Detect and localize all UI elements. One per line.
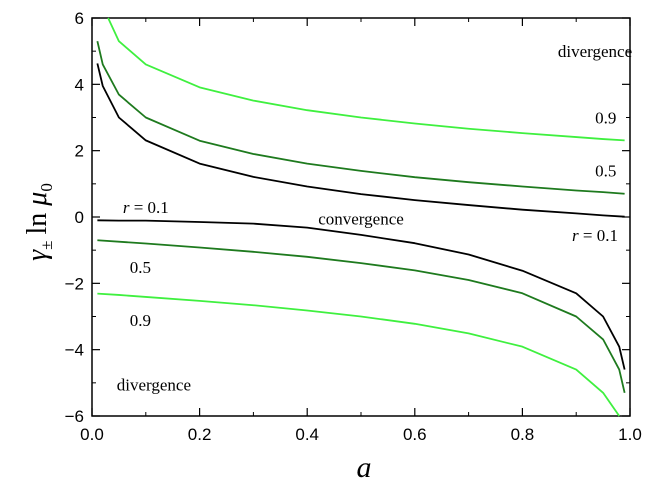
- y-tick-label: 6: [75, 9, 84, 28]
- svg-text:γ±lnμ0: γ± ln μ0: [22, 183, 56, 261]
- y-title-mu: μ: [22, 192, 53, 207]
- curves: [96, 17, 626, 417]
- divergence-top: divergence: [558, 42, 632, 61]
- y-tick-label: 4: [75, 75, 84, 94]
- y-title-subscript: ±: [37, 240, 56, 249]
- annotations: divergence divergence convergence 0.9 0.5 0.9…: [117, 42, 632, 394]
- label-09-lower: 0.9: [130, 311, 151, 330]
- curve-r05-upper: [96, 41, 625, 195]
- tick-labels: 0.0 0.2 0.4 0.6 0.8 1.0 −6 −4 −2 0 2 4 6: [65, 9, 642, 444]
- curve-r01-lower: [97, 219, 626, 370]
- x-tick-label: 1.0: [618, 425, 642, 444]
- label-05-lower: 0.5: [130, 258, 151, 277]
- convergence: convergence: [318, 210, 404, 229]
- y-axis-title: γ± ln μ0: [22, 183, 56, 261]
- r-label-right: r = 0.1: [572, 226, 618, 245]
- label-05-upper: 0.5: [595, 162, 616, 181]
- axis-ticks: [91, 17, 631, 417]
- y-tick-label: −2: [65, 274, 84, 293]
- curve-r09-lower: [97, 292, 620, 417]
- curve-r05-lower: [97, 239, 626, 393]
- r-label-left: r = 0.1: [123, 198, 169, 217]
- y-tick-label: −4: [65, 341, 84, 360]
- y-title-ln: ln: [22, 213, 53, 235]
- x-axis-title: a: [357, 451, 372, 484]
- curve-r09-upper: [107, 17, 625, 142]
- x-tick-label: 0.6: [403, 425, 427, 444]
- y-tick-label: −6: [65, 407, 84, 426]
- x-tick-label: 0.8: [511, 425, 535, 444]
- divergence-bottom: divergence: [117, 375, 191, 394]
- x-tick-label: 0.2: [188, 425, 212, 444]
- curve-r01-upper: [96, 63, 625, 218]
- y-tick-label: 0: [75, 208, 84, 227]
- label-09-upper: 0.9: [595, 109, 616, 128]
- x-tick-label: 0.4: [295, 425, 319, 444]
- y-tick-label: 2: [75, 142, 84, 161]
- x-tick-label: 0.0: [80, 425, 104, 444]
- y-title-gamma: γ: [22, 249, 53, 261]
- y-title-mu-subscript: 0: [37, 183, 56, 192]
